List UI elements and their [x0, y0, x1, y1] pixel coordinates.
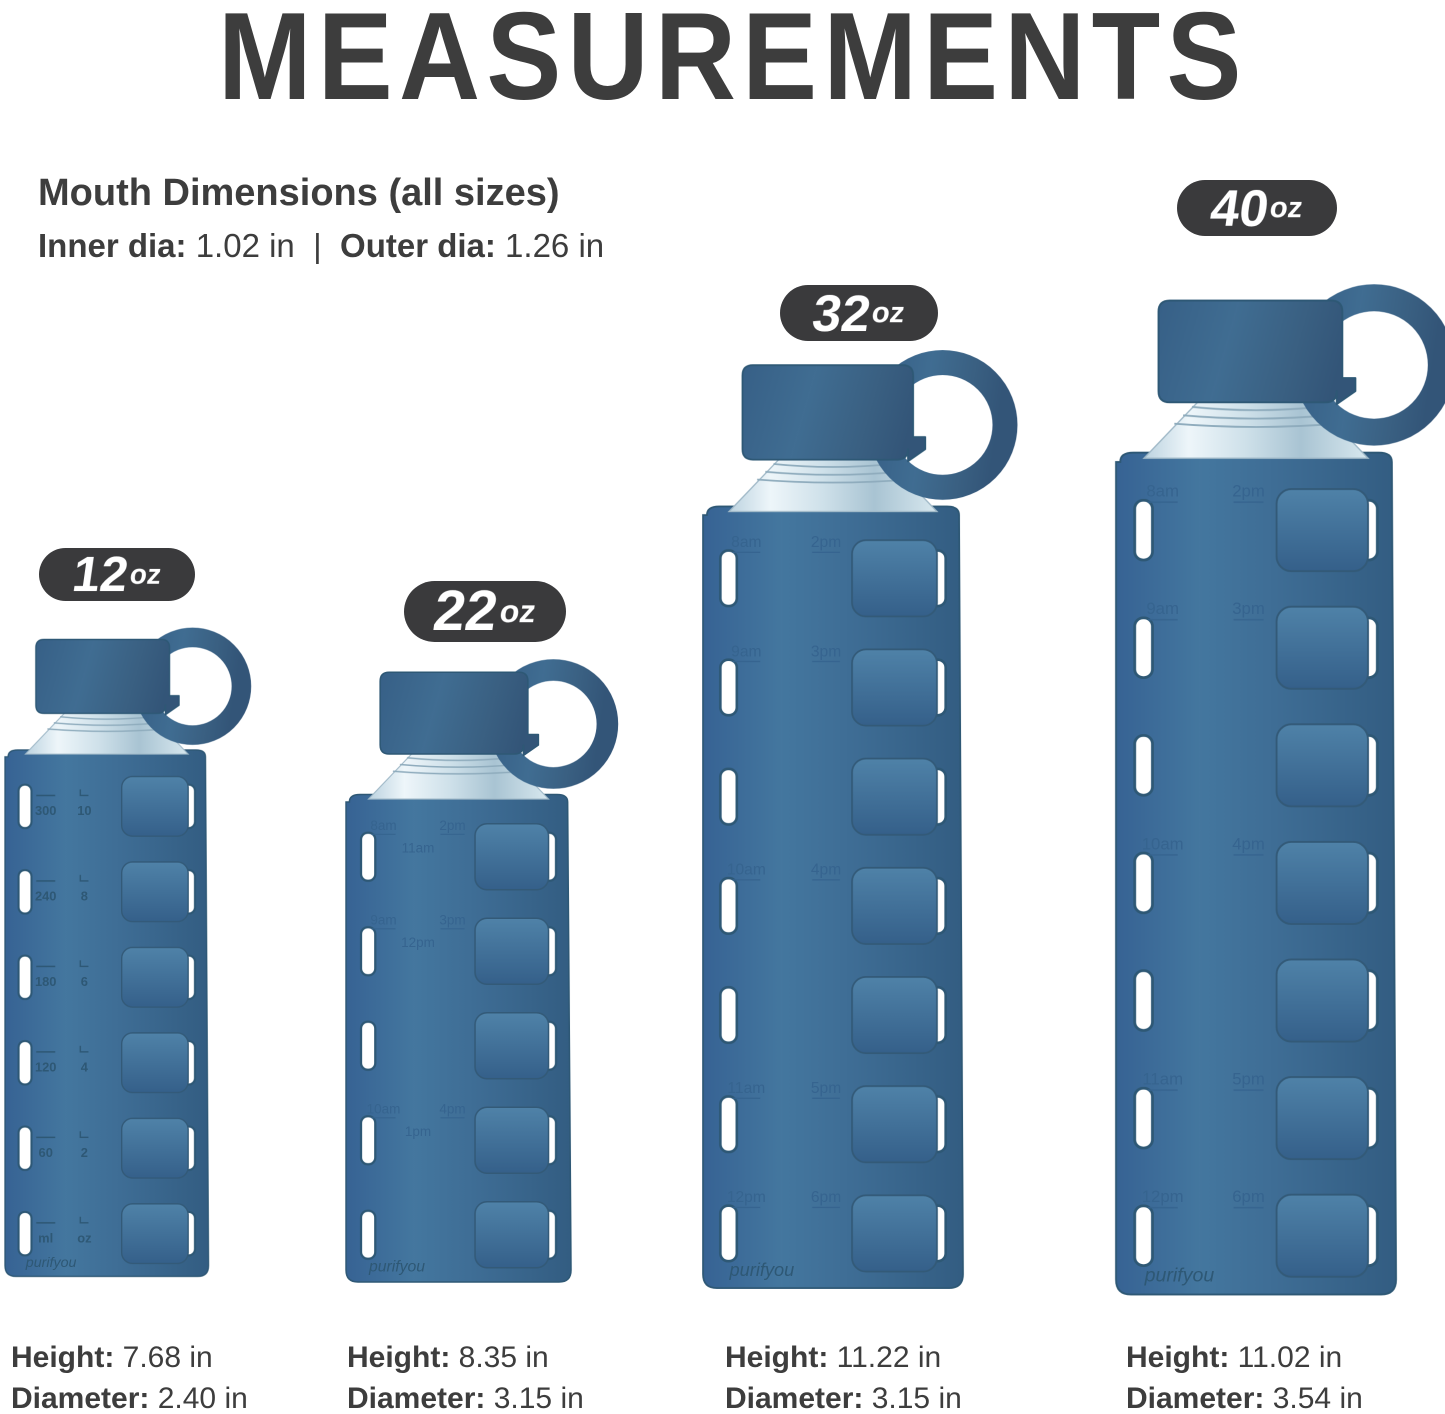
svg-text:1pm: 1pm — [405, 1124, 431, 1139]
svg-text:9am: 9am — [370, 912, 396, 927]
svg-text:180: 180 — [34, 974, 55, 989]
svg-text:3pm: 3pm — [439, 912, 465, 927]
svg-text:11am: 11am — [402, 840, 435, 855]
svg-text:12pm: 12pm — [1142, 1187, 1184, 1206]
svg-text:10am: 10am — [367, 1101, 401, 1116]
svg-text:6: 6 — [80, 974, 87, 989]
svg-text:4pm: 4pm — [1232, 834, 1265, 853]
svg-text:12pm: 12pm — [401, 935, 435, 950]
svg-text:ml: ml — [38, 1230, 53, 1245]
svg-text:3pm: 3pm — [811, 643, 841, 660]
svg-text:120: 120 — [34, 1059, 55, 1074]
svg-text:3pm: 3pm — [1232, 599, 1265, 618]
svg-text:4pm: 4pm — [439, 1101, 465, 1116]
svg-text:2pm: 2pm — [1232, 481, 1265, 500]
svg-text:11am: 11am — [1142, 1069, 1183, 1088]
svg-text:purifyou: purifyou — [729, 1260, 795, 1280]
svg-text:8: 8 — [80, 888, 87, 903]
svg-text:10am: 10am — [1142, 834, 1184, 853]
svg-text:purifyou: purifyou — [24, 1254, 76, 1270]
svg-text:300: 300 — [34, 803, 55, 818]
svg-text:5pm: 5pm — [811, 1080, 841, 1097]
svg-text:oz: oz — [77, 1230, 91, 1245]
svg-text:240: 240 — [34, 888, 55, 903]
svg-text:10: 10 — [77, 803, 91, 818]
svg-text:9am: 9am — [1146, 599, 1179, 618]
svg-text:9am: 9am — [731, 643, 761, 660]
svg-text:5pm: 5pm — [1232, 1069, 1265, 1088]
svg-text:60: 60 — [38, 1145, 52, 1160]
svg-text:12pm: 12pm — [727, 1189, 766, 1206]
svg-text:10am: 10am — [727, 862, 766, 879]
svg-text:purifyou: purifyou — [1144, 1264, 1215, 1286]
svg-text:2pm: 2pm — [439, 818, 465, 833]
svg-text:4pm: 4pm — [811, 862, 841, 879]
svg-text:6pm: 6pm — [1232, 1187, 1265, 1206]
svg-text:11am: 11am — [727, 1080, 765, 1097]
svg-text:8am: 8am — [1146, 481, 1179, 500]
svg-text:6pm: 6pm — [811, 1189, 841, 1206]
svg-text:purifyou: purifyou — [368, 1259, 425, 1276]
svg-text:8am: 8am — [370, 818, 396, 833]
svg-text:4: 4 — [80, 1059, 88, 1074]
svg-text:8am: 8am — [731, 534, 761, 551]
svg-text:2pm: 2pm — [811, 534, 841, 551]
svg-text:2: 2 — [80, 1145, 87, 1160]
